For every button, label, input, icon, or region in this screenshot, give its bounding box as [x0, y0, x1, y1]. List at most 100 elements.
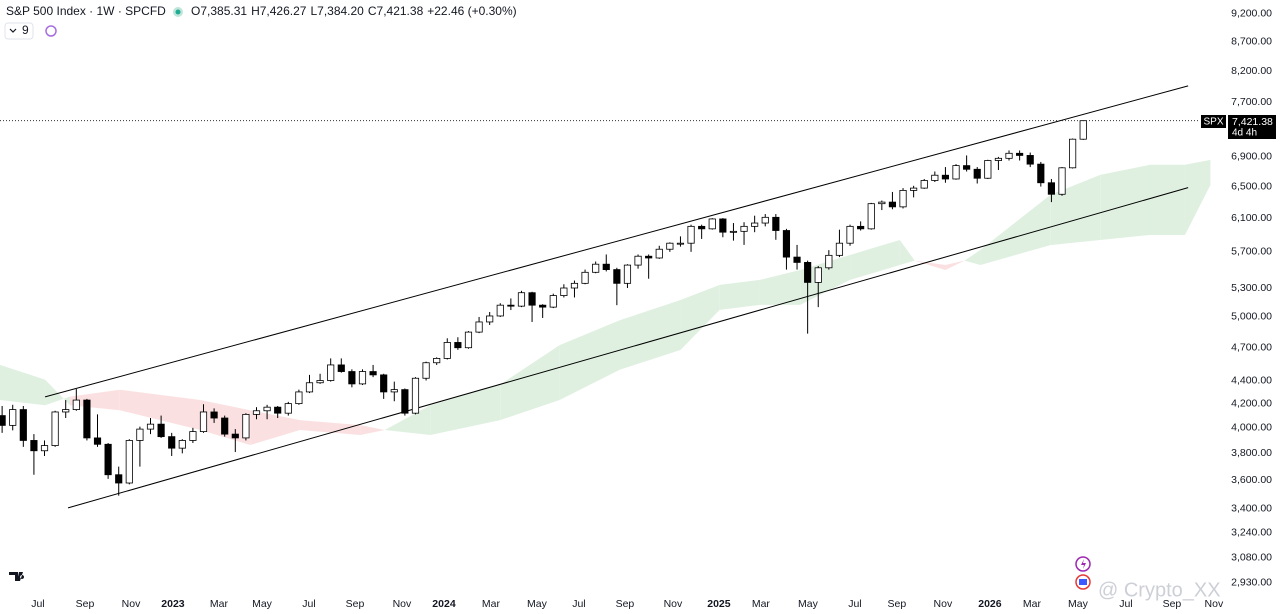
candle-body [592, 263, 600, 273]
y-tick-label: 6,100.00 [1231, 212, 1272, 224]
candle-body [708, 218, 716, 230]
x-tick-label: Jul [302, 598, 315, 610]
y-tick-label: 4,700.00 [1231, 341, 1272, 353]
ohlc-value: 7,421.38 [377, 4, 424, 18]
candle-body [941, 174, 950, 180]
candle-body [888, 201, 897, 208]
candle-body [125, 440, 133, 484]
candle-body [899, 190, 907, 208]
candle-body [655, 248, 663, 259]
candle-body [146, 423, 155, 430]
candle-body [0, 415, 6, 426]
candle-body [698, 225, 706, 230]
y-tick-label: 6,500.00 [1231, 180, 1272, 192]
candle-body [984, 160, 992, 179]
candle-body [687, 225, 695, 244]
tv-logo [9, 572, 25, 581]
candle-body [1016, 152, 1024, 156]
candle-body [528, 292, 536, 306]
ohlc-label: C [368, 4, 377, 18]
candle-body [1026, 155, 1034, 165]
candle-body [19, 409, 27, 441]
x-tick-label: May [1068, 598, 1089, 610]
indicator-count: 9 [22, 23, 29, 37]
cloud-segment [719, 279, 760, 310]
candle-body [199, 411, 208, 433]
candle-body [486, 315, 494, 323]
flag-icon-fill [1079, 579, 1087, 585]
candle-body [814, 267, 822, 283]
trend-line [44, 85, 1189, 398]
candle-body [104, 443, 112, 476]
candle-body [252, 410, 261, 415]
candle-body [507, 304, 515, 307]
ohlc-value: 7,385.31 [200, 4, 247, 18]
candle-body [295, 391, 303, 405]
y-tick-label: 5,300.00 [1231, 282, 1272, 294]
candle-body [9, 409, 17, 426]
candle-body [305, 382, 314, 393]
candle-body [83, 399, 91, 439]
candle-body [1005, 152, 1013, 159]
candle-body [666, 242, 674, 250]
candle-body [263, 406, 271, 412]
candle-body [380, 374, 388, 393]
candle-body [835, 242, 844, 256]
cloud-segment [1149, 164, 1185, 235]
axes: 9,200.00 8,700.00 8,200.00 7,700.00 6,900.00… [31, 8, 1272, 610]
cloud-segment [119, 389, 201, 430]
chart-title: S&P 500 Index · 1W · SPCFD [6, 4, 166, 18]
candle-body [443, 342, 451, 359]
candle-body [676, 242, 685, 245]
candle-body [910, 187, 918, 191]
ohlc-value: 7,426.27 [260, 4, 307, 18]
candle-body [772, 216, 780, 231]
x-tick-label: Mar [482, 598, 501, 610]
x-tick-label: May [252, 598, 273, 610]
x-tick-label: May [527, 598, 548, 610]
candle-body [284, 403, 292, 414]
x-tick-label: Jul [572, 598, 585, 610]
cloud-segment [360, 425, 385, 436]
candle-body [274, 406, 282, 414]
candle-body [411, 377, 420, 414]
x-tick-label: Mar [210, 598, 229, 610]
cloud-segment [1100, 164, 1150, 240]
candle-body [952, 165, 960, 180]
indicator-toggle[interactable] [4, 22, 34, 40]
cloud-segment [0, 364, 46, 406]
x-tick-label: Nov [934, 598, 953, 610]
x-tick-label: Mar [752, 598, 771, 610]
indicator-icon[interactable] [45, 25, 57, 37]
candle-body [549, 295, 557, 308]
x-tick-label: Nov [122, 598, 141, 610]
cloud-segment [680, 284, 720, 351]
cloud-segment [299, 420, 361, 436]
candle-body [40, 445, 49, 452]
watermark: @ Crypto_XX [1098, 579, 1221, 601]
status-dot-core [175, 9, 181, 15]
y-tick-label: 4,200.00 [1231, 397, 1272, 409]
price-tag-countdown: 4d 4h [1232, 128, 1257, 139]
x-tick-label: Nov [393, 598, 412, 610]
candle-body [581, 271, 589, 284]
cloud-segment [250, 410, 300, 446]
candle-body [369, 371, 377, 376]
candle-body [931, 174, 939, 181]
x-tick-label: Sep [888, 598, 907, 610]
candle-body [475, 321, 483, 333]
candle-body [761, 216, 769, 224]
y-tick-label: 6,900.00 [1231, 151, 1272, 163]
candle-body [613, 269, 621, 284]
candle-body [136, 428, 144, 441]
cloud-segment [800, 254, 851, 305]
candle-body [645, 255, 653, 259]
candle-body [517, 292, 526, 307]
candle-body [464, 331, 473, 349]
candle-body [729, 230, 738, 233]
candle-body [93, 437, 102, 445]
candle-body [115, 474, 123, 484]
x-tick-label: Nov [1205, 598, 1224, 610]
x-tick-label: Sep [76, 598, 95, 610]
